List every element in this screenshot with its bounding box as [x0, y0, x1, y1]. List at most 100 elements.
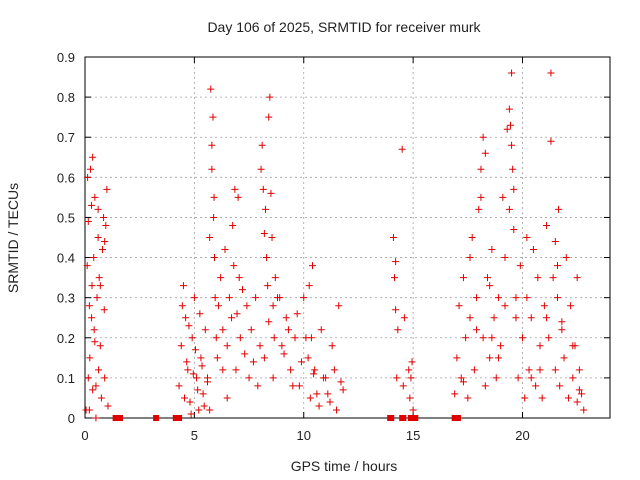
data-point — [337, 378, 345, 386]
data-point — [494, 354, 502, 362]
data-point — [473, 294, 481, 302]
data-point — [212, 334, 220, 342]
data-point — [551, 366, 559, 374]
data-point — [506, 121, 514, 129]
data-point — [389, 234, 397, 241]
data-point — [505, 205, 513, 213]
y-tick-label: 0.5 — [57, 210, 75, 225]
data-point — [187, 410, 195, 418]
data-point — [464, 394, 472, 402]
data-point — [90, 254, 98, 262]
data-point — [516, 262, 524, 270]
data-point — [282, 314, 290, 322]
x-tick-label: 15 — [406, 428, 420, 443]
data-point — [313, 390, 321, 398]
data-point — [199, 390, 207, 398]
data-point — [470, 366, 478, 374]
data-point — [239, 286, 246, 294]
data-point — [264, 282, 272, 290]
data-point — [89, 153, 97, 161]
y-axis-label: SRMTID / TECUs — [5, 183, 21, 293]
data-point — [104, 402, 112, 410]
data-point — [225, 294, 233, 302]
data-point — [551, 238, 559, 246]
data-point — [234, 193, 242, 201]
data-point — [512, 314, 520, 322]
data-point — [219, 326, 227, 334]
data-point — [276, 294, 284, 302]
data-point — [254, 382, 262, 390]
data-point — [198, 362, 206, 370]
data-point — [269, 374, 277, 382]
data-point — [319, 374, 327, 382]
data-point — [258, 141, 266, 149]
data-point — [86, 165, 94, 173]
data-point — [394, 326, 402, 334]
x-tick-label: 5 — [191, 428, 198, 443]
data-point — [214, 302, 222, 310]
data-point — [407, 374, 415, 382]
data-point — [494, 294, 502, 302]
data-point — [235, 274, 243, 282]
data-point — [567, 302, 575, 310]
data-point — [208, 165, 216, 173]
data-point — [252, 294, 260, 302]
data-point — [84, 374, 92, 382]
data-point — [92, 414, 100, 422]
data-point — [94, 234, 102, 241]
data-point — [466, 314, 474, 322]
y-tick-label: 0.4 — [57, 251, 75, 266]
data-point — [88, 282, 96, 290]
x-axis-label: GPS time / hours — [291, 458, 398, 474]
axis-ticks — [84, 56, 610, 419]
data-point — [260, 354, 268, 362]
data-point — [399, 382, 407, 390]
data-point — [249, 358, 257, 366]
data-point — [534, 274, 542, 282]
data-point — [558, 326, 566, 334]
data-point — [200, 402, 208, 410]
data-point — [503, 125, 511, 133]
data-point — [284, 326, 292, 334]
data-point — [492, 374, 500, 382]
data-point — [575, 386, 583, 394]
data-point — [219, 366, 227, 374]
data-point — [408, 358, 416, 366]
data-point — [307, 334, 315, 342]
data-point — [558, 318, 566, 326]
data-point — [177, 342, 185, 350]
data-point — [210, 213, 218, 221]
data-point — [333, 406, 341, 414]
data-point — [193, 374, 201, 382]
data-point — [459, 274, 467, 282]
data-point — [97, 394, 105, 402]
data-point — [236, 334, 244, 342]
data-point — [195, 406, 203, 414]
data-point — [543, 314, 551, 322]
data-point — [473, 326, 481, 334]
data-point — [208, 141, 216, 149]
data-point — [186, 398, 194, 406]
data-point — [102, 221, 110, 229]
data-point — [324, 390, 332, 398]
data-point — [84, 173, 92, 181]
data-point — [505, 105, 513, 113]
data-point — [91, 193, 99, 201]
data-point — [499, 193, 507, 201]
data-point — [562, 254, 570, 262]
data-point — [89, 386, 97, 394]
data-point — [549, 274, 557, 282]
data-point — [265, 318, 273, 326]
data-point — [569, 374, 577, 382]
data-point — [184, 366, 192, 374]
data-point — [93, 294, 101, 302]
data-point — [207, 85, 215, 93]
data-point — [175, 382, 183, 390]
data-point — [406, 394, 414, 402]
data-point — [481, 382, 489, 390]
data-point — [475, 205, 483, 213]
data-point — [310, 370, 318, 378]
zero-data-point — [176, 415, 183, 421]
data-point — [523, 234, 531, 241]
